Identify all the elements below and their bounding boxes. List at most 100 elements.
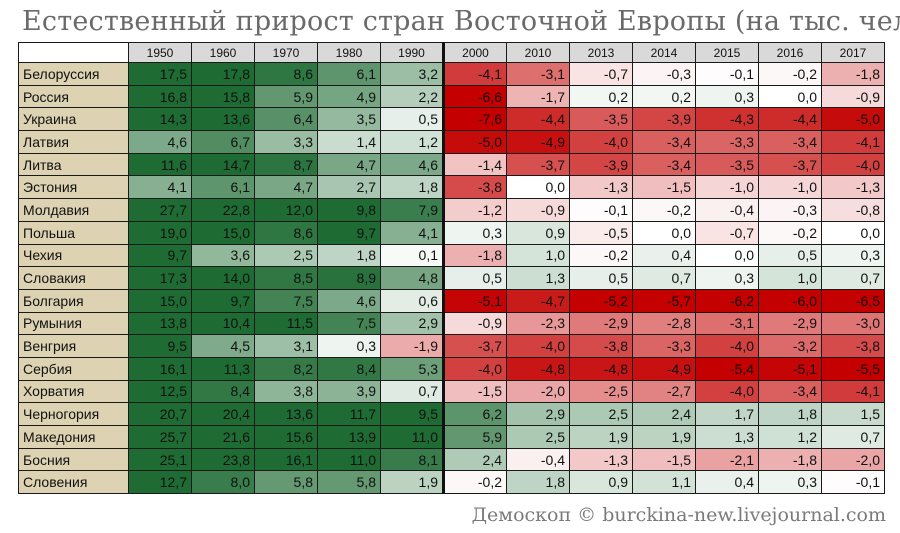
value-cell: 3,2 — [380, 62, 444, 86]
value-cell: 8,4 — [317, 356, 381, 381]
value-cell: -5,1 — [442, 288, 507, 313]
value-cell: 0,9 — [506, 220, 570, 245]
value-cell: 0,0 — [695, 243, 759, 268]
value-cell: -3,4 — [758, 130, 822, 154]
value-cell: -3,7 — [442, 334, 507, 358]
country-label: Эстония — [18, 175, 129, 200]
value-cell: 0,7 — [821, 425, 885, 449]
value-cell: 0,3 — [695, 266, 759, 290]
table-row: Сербия 16,1 11,3 8,2 8,4 5,3 -4,0 -4,8 -4,8 -4,9-… — [18, 356, 885, 381]
value-cell: -7,6 — [442, 107, 507, 132]
value-cell: -4,3 — [695, 107, 759, 132]
value-cell: 2,5 — [254, 243, 318, 268]
value-cell: -3,7 — [506, 152, 570, 177]
value-cell: 5,9 — [442, 425, 507, 449]
value-cell: 4,7 — [254, 175, 318, 200]
value-cell: -0,9 — [442, 311, 507, 336]
value-cell: 11,7 — [317, 402, 381, 426]
value-cell: -2,9 — [569, 311, 633, 336]
value-cell: -4,0 — [695, 379, 759, 404]
value-cell: 1,9 — [380, 470, 444, 495]
value-cell: 0,1 — [380, 243, 444, 268]
value-cell: 0,3 — [695, 84, 759, 109]
value-cell: -0,4 — [506, 447, 570, 472]
value-cell: 11,5 — [254, 311, 318, 336]
value-cell: -1,3 — [569, 447, 633, 472]
value-cell: -0,8 — [821, 198, 885, 222]
value-cell: 5,8 — [254, 470, 318, 495]
value-cell: 1,4 — [317, 130, 381, 154]
value-cell: -2,8 — [632, 311, 696, 336]
value-cell: -4,0 — [442, 356, 507, 381]
year-header: 2017 — [821, 42, 885, 63]
value-cell: -3,3 — [695, 130, 759, 154]
value-cell: 0,5 — [569, 266, 633, 290]
value-cell: 15,0 — [191, 220, 255, 245]
table-row: Белоруссия 17,5 17,8 8,6 6,1 3,2 -4,1 -3,1 -0,7-… — [18, 62, 885, 86]
value-cell: -3,1 — [695, 311, 759, 336]
value-cell: -3,8 — [821, 334, 885, 358]
table-row: Венгрия 9,5 4,5 3,1 0,3 -1,9 -3,7 -4,0 -3,8 -3,3-… — [18, 334, 885, 358]
value-cell: 6,1 — [191, 175, 255, 200]
value-cell: 1,5 — [821, 402, 885, 426]
value-cell: -4,1 — [821, 130, 885, 154]
value-cell: -4,0 — [695, 334, 759, 358]
value-cell: -1,9 — [380, 334, 444, 358]
value-cell: 10,4 — [191, 311, 255, 336]
value-cell: 4,7 — [317, 152, 381, 177]
table-row: Словения 12,7 8,0 5,8 5,8 1,9 -0,2 1,8 0,9 1,1 0,4… — [18, 470, 885, 495]
value-cell: 17,5 — [128, 62, 192, 86]
value-cell: 2,9 — [506, 402, 570, 426]
value-cell: 3,6 — [191, 243, 255, 268]
country-label: Литва — [18, 152, 129, 177]
table-row: Молдавия 27,7 22,8 12,0 9,8 7,9 -1,2 -0,9 -0,1 -0… — [18, 198, 885, 222]
country-label: Украина — [18, 107, 129, 132]
value-cell: 5,8 — [317, 470, 381, 495]
country-label: Венгрия — [18, 334, 129, 358]
value-cell: 9,7 — [317, 220, 381, 245]
year-header: 2010 — [506, 42, 570, 63]
value-cell: 8,4 — [191, 379, 255, 404]
value-cell: 12,5 — [128, 379, 192, 404]
value-cell: -0,2 — [758, 220, 822, 245]
value-cell: 20,7 — [128, 402, 192, 426]
value-cell: 7,5 — [317, 311, 381, 336]
value-cell: -2,1 — [695, 447, 759, 472]
value-cell: 8,6 — [254, 62, 318, 86]
table-row: Румыния 13,8 10,4 11,5 7,5 2,9 -0,9 -2,3 -2,9 -2,… — [18, 311, 885, 336]
value-cell: 22,8 — [191, 198, 255, 222]
value-cell: -4,0 — [506, 334, 570, 358]
value-cell: 8,2 — [254, 356, 318, 381]
year-header: 1980 — [317, 42, 381, 63]
value-cell: -3,5 — [569, 107, 633, 132]
value-cell: 20,4 — [191, 402, 255, 426]
value-cell: 17,3 — [128, 266, 192, 290]
value-cell: -3,4 — [632, 152, 696, 177]
country-label: Хорватия — [18, 379, 129, 404]
value-cell: 1,2 — [380, 130, 444, 154]
value-cell: 3,8 — [254, 379, 318, 404]
value-cell: 1,7 — [695, 402, 759, 426]
value-cell: 11,3 — [191, 356, 255, 381]
value-cell: 0,9 — [569, 470, 633, 495]
country-label: Сербия — [18, 356, 129, 381]
value-cell: 16,8 — [128, 84, 192, 109]
value-cell: -4,1 — [821, 379, 885, 404]
header-row: 1950 1960 1970 1980 1990 2000 2010 2013 2014 2015… — [18, 42, 885, 63]
value-cell: 1,8 — [380, 175, 444, 200]
value-cell: 0,3 — [758, 470, 822, 495]
value-cell: -0,2 — [569, 243, 633, 268]
year-header: 2000 — [442, 42, 507, 63]
table-row: Украина 14,3 13,6 6,4 3,5 0,5 -7,6 -4,4 -3,5 -3,9… — [18, 107, 885, 132]
table-row: Латвия 4,6 6,7 3,3 1,4 1,2 -5,0 -4,9 -4,0 -3,4 -3,… — [18, 130, 885, 154]
value-cell: -3,5 — [695, 152, 759, 177]
country-label: Румыния — [18, 311, 129, 336]
value-cell: 13,8 — [128, 311, 192, 336]
value-cell: -3,1 — [506, 62, 570, 86]
value-cell: -5,1 — [758, 356, 822, 381]
table-row: Польша 19,0 15,0 8,6 9,7 4,1 0,3 0,9 -0,5 0,0 -0,7… — [18, 220, 885, 245]
value-cell: 3,3 — [254, 130, 318, 154]
value-cell: -5,2 — [569, 288, 633, 313]
value-cell: 8,6 — [254, 220, 318, 245]
value-cell: -3,4 — [632, 130, 696, 154]
